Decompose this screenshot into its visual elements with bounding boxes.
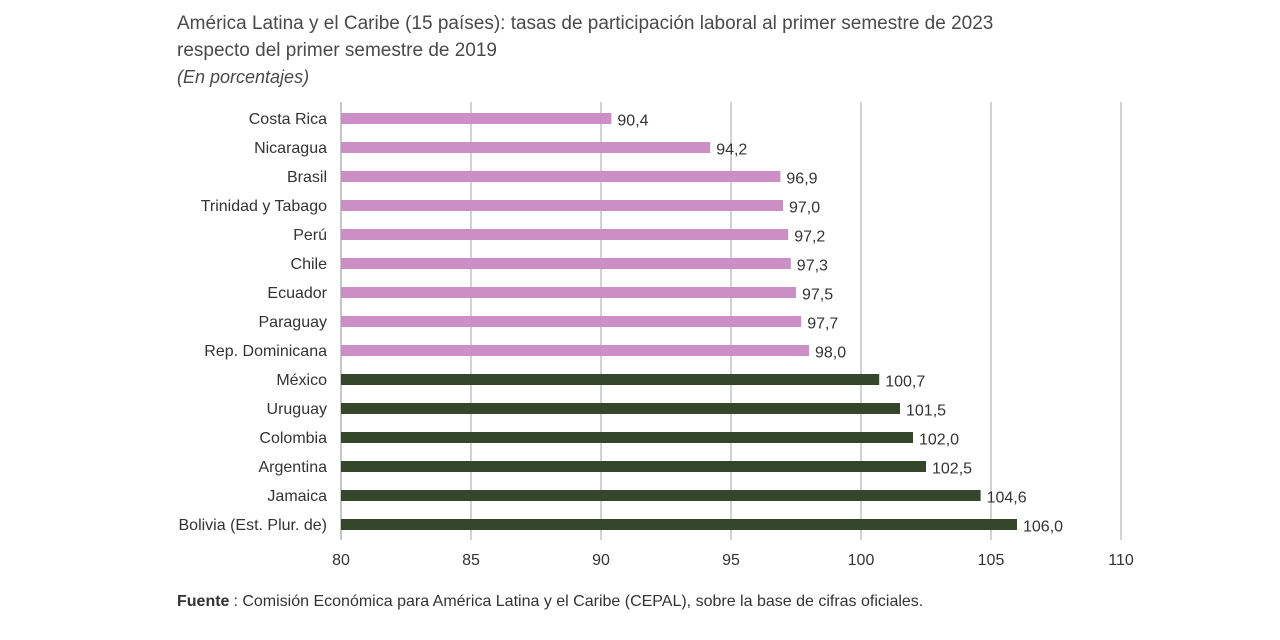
chart-header: América Latina y el Caribe (15 países): … (177, 10, 1257, 90)
category-label: Trinidad y Tabago (201, 198, 327, 215)
data-label: 106,0 (1023, 519, 1063, 536)
bar (341, 171, 781, 182)
category-label: Paraguay (259, 314, 328, 331)
x-tick-label: 110 (1108, 552, 1134, 569)
bar (341, 287, 796, 298)
source-label: Fuente (177, 593, 230, 610)
bar (341, 229, 789, 240)
source-text: : Comisión Económica para América Latina… (233, 593, 924, 610)
bar (341, 490, 981, 501)
category-label: Nicaragua (254, 140, 327, 157)
data-label: 101,5 (906, 403, 946, 420)
x-tick-label: 90 (592, 552, 610, 569)
source-note: Fuente: Comisión Económica para América … (177, 593, 923, 611)
category-label: Jamaica (267, 488, 327, 505)
data-label: 96,9 (786, 171, 817, 188)
bar (341, 519, 1017, 530)
category-label: Argentina (259, 459, 328, 476)
data-label: 97,5 (802, 287, 833, 304)
category-label: Chile (291, 256, 328, 273)
x-tick-label: 105 (978, 552, 1005, 569)
bar (341, 258, 791, 269)
category-label: Brasil (287, 169, 327, 186)
category-label: Uruguay (267, 401, 327, 418)
bar (341, 142, 711, 153)
chart-title: América Latina y el Caribe (15 países): … (177, 13, 994, 61)
chart-subtitle: (En porcentajes) (177, 67, 310, 87)
data-label: 102,5 (932, 461, 972, 478)
data-label: 98,0 (815, 345, 846, 362)
bar-chart: 80 85 90 95 100 105 110 Costa Rica 90,4 Nicaragua… (179, 102, 1134, 569)
category-label: México (276, 372, 327, 389)
bar (341, 345, 809, 356)
bar (341, 316, 802, 327)
data-label: 102,0 (919, 432, 959, 449)
category-label: Costa Rica (249, 111, 327, 128)
bar (341, 432, 913, 443)
data-label: 97,0 (789, 200, 820, 217)
data-label: 104,6 (987, 490, 1027, 507)
data-label: 97,2 (794, 229, 825, 246)
bar (341, 403, 900, 414)
category-label: Rep. Dominicana (204, 343, 327, 360)
data-label: 100,7 (885, 374, 925, 391)
category-label: Ecuador (267, 285, 327, 302)
x-tick-label: 85 (462, 552, 480, 569)
x-tick-label: 80 (332, 552, 350, 569)
data-label: 90,4 (617, 113, 648, 130)
x-tick-label: 95 (722, 552, 740, 569)
category-label: Perú (293, 227, 327, 244)
bar (341, 200, 783, 211)
data-label: 97,3 (797, 258, 828, 275)
data-label: 94,2 (716, 142, 747, 159)
bar (341, 374, 880, 385)
bar (341, 461, 926, 472)
category-label: Bolivia (Est. Plur. de) (179, 517, 328, 534)
data-label: 97,7 (807, 316, 838, 333)
category-label: Colombia (259, 430, 327, 447)
bar (341, 113, 612, 124)
x-tick-label: 100 (848, 552, 875, 569)
